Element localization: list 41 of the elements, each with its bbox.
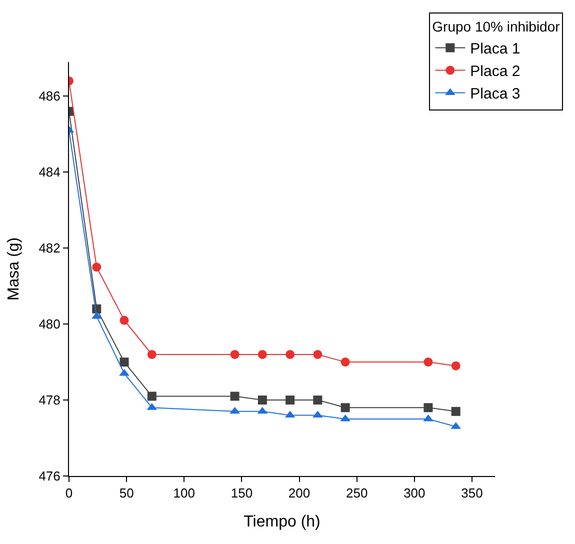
x-tick-label: 350 — [461, 486, 483, 501]
y-tick-label: 476 — [38, 468, 60, 484]
legend-label: Placa 1 — [470, 40, 520, 58]
x-tick-label: 250 — [346, 486, 368, 501]
x-tick-label: 0 — [65, 486, 73, 501]
legend-title: Grupo 10% inhibidor — [432, 18, 560, 35]
point — [230, 406, 240, 414]
x-tick-label: 100 — [173, 486, 195, 501]
x-tick-label: 150 — [230, 486, 253, 501]
point — [313, 350, 322, 359]
point — [230, 392, 240, 401]
point — [120, 316, 129, 325]
point — [424, 403, 433, 412]
legend-label: Placa 3 — [470, 86, 520, 103]
point — [424, 358, 433, 367]
point — [119, 368, 130, 376]
point — [340, 403, 350, 412]
point — [230, 350, 240, 359]
x-tick-label: 200 — [288, 486, 310, 501]
point — [313, 396, 322, 405]
y-tick-label: 484 — [38, 164, 60, 180]
point — [120, 358, 129, 367]
point — [147, 350, 156, 359]
y-axis-title: Masa (g) — [6, 237, 23, 301]
y-tick-label: 480 — [38, 316, 60, 332]
point — [258, 350, 267, 359]
point — [258, 396, 267, 405]
point — [451, 361, 460, 370]
point — [286, 350, 295, 359]
y-tick-label: 478 — [38, 392, 60, 408]
legend-label: Placa 2 — [470, 63, 520, 80]
x-axis-title: Tiempo (h) — [244, 513, 320, 530]
y-tick-label: 486 — [38, 88, 60, 104]
x-tick-label: 50 — [119, 486, 134, 501]
point — [92, 262, 102, 272]
point — [340, 358, 350, 367]
point — [286, 396, 295, 405]
x-tick-label: 300 — [404, 486, 426, 501]
point — [451, 406, 460, 416]
y-tick-label: 482 — [38, 240, 60, 256]
point — [147, 392, 156, 401]
